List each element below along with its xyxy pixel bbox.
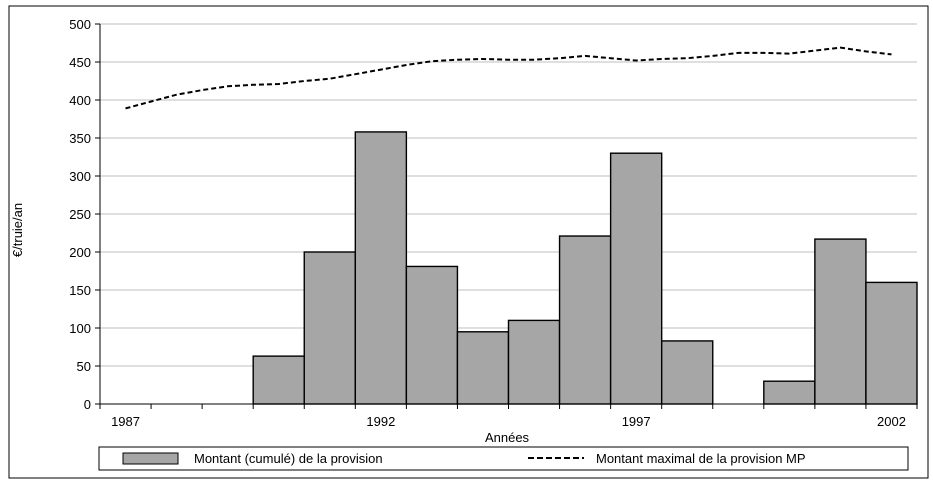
- bar-1990: [252, 355, 305, 405]
- x-axis-label: Années: [485, 430, 530, 445]
- bar-1998: [660, 340, 714, 405]
- y-tick-label: 150: [69, 283, 91, 298]
- bar-1993: [405, 265, 459, 405]
- legend-bar-label: Montant (cumulé) de la provision: [194, 451, 383, 466]
- y-tick-label: 350: [69, 131, 91, 146]
- bar-2001: [814, 238, 867, 405]
- chart-frame: [8, 5, 929, 479]
- y-tick-label: 50: [77, 359, 91, 374]
- y-tick-label: 250: [69, 207, 91, 222]
- bar-1997: [609, 152, 663, 405]
- bar-series: [252, 131, 918, 405]
- legend: Montant (cumulé) de la provision Montant…: [98, 446, 909, 471]
- legend-box: [98, 446, 909, 471]
- legend-line-label: Montant maximal de la provision MP: [596, 451, 806, 466]
- bar-1995: [507, 319, 561, 405]
- bar-2002: [865, 281, 918, 405]
- y-tick-label: 100: [69, 321, 91, 336]
- tick-labels: 0 50 100 150 200 250 300 350 400 450 500 1987 1992 19…: [69, 17, 906, 429]
- bar-1994: [456, 331, 510, 405]
- gridlines: [100, 23, 917, 367]
- legend-bar-swatch: [122, 452, 179, 465]
- line-max-provision: [125, 46, 892, 110]
- axes: [95, 23, 918, 409]
- x-tick-label: 1992: [366, 414, 395, 429]
- x-tick-label: 1997: [622, 414, 651, 429]
- y-tick-label: 400: [69, 93, 91, 108]
- y-tick-label: 500: [69, 17, 91, 32]
- bar-2000: [763, 380, 816, 405]
- bar-1991: [303, 251, 357, 405]
- y-tick-label: 0: [84, 397, 91, 412]
- y-tick-label: 450: [69, 55, 91, 70]
- line-series: [125, 46, 892, 110]
- bar-1992: [354, 131, 408, 405]
- y-tick-label: 200: [69, 245, 91, 260]
- bar-1996: [558, 235, 612, 405]
- x-tick-label: 1987: [111, 414, 140, 429]
- y-tick-label: 300: [69, 169, 91, 184]
- x-tick-label: 2002: [877, 414, 906, 429]
- y-axis-label: €/truie/an: [10, 203, 25, 257]
